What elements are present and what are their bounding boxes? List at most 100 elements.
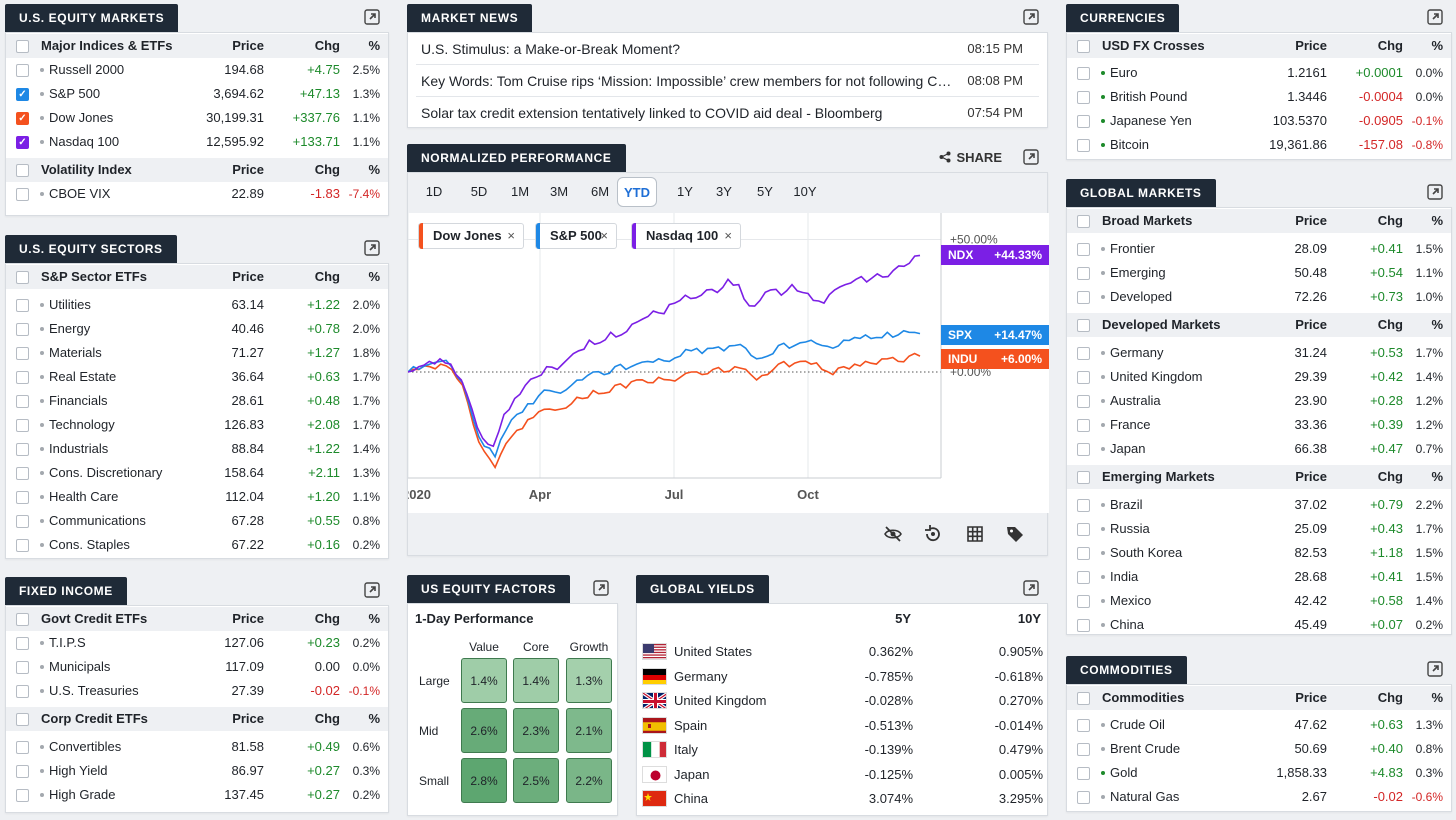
row-checkbox[interactable] xyxy=(1077,743,1090,756)
table-row[interactable]: ✓ S&P 500 3,694.62 +47.13 1.3% xyxy=(6,82,388,106)
table-row[interactable]: Euro 1.2161 +0.0001 0.0% xyxy=(1067,61,1451,85)
replay-icon[interactable] xyxy=(922,523,944,545)
row-checkbox[interactable] xyxy=(16,661,29,674)
table-row[interactable]: South Korea 82.53 +1.18 1.5% xyxy=(1067,541,1451,565)
row-checkbox[interactable] xyxy=(1077,395,1090,408)
news-headline[interactable]: Key Words: Tom Cruise rips ‘Mission: Imp… xyxy=(421,65,961,97)
range-button-10y[interactable]: 10Y xyxy=(787,177,823,207)
table-row[interactable]: Germany 31.24 +0.53 1.7% xyxy=(1067,341,1451,365)
yield-row[interactable]: China 3.074% 3.295% xyxy=(637,787,1047,811)
table-row[interactable]: ✓ Nasdaq 100 12,595.92 +133.71 1.1% xyxy=(6,130,388,154)
share-button[interactable]: SHARE xyxy=(939,150,1002,166)
range-button-6m[interactable]: 6M xyxy=(582,177,618,207)
row-checkbox[interactable] xyxy=(1077,67,1090,80)
row-checkbox[interactable] xyxy=(16,685,29,698)
select-all-checkbox[interactable] xyxy=(1077,40,1090,53)
news-item[interactable]: Solar tax credit extension tentatively l… xyxy=(416,97,1039,129)
table-row[interactable]: Crude Oil 47.62 +0.63 1.3% xyxy=(1067,713,1451,737)
table-row[interactable]: Brazil 37.02 +0.79 2.2% xyxy=(1067,493,1451,517)
row-checkbox[interactable] xyxy=(16,491,29,504)
row-checkbox[interactable] xyxy=(1077,347,1090,360)
expand-icon[interactable] xyxy=(363,239,381,257)
table-row[interactable]: Financials 28.61 +0.48 1.7% xyxy=(6,389,388,413)
row-checkbox[interactable] xyxy=(16,347,29,360)
row-checkbox[interactable] xyxy=(16,741,29,754)
table-row[interactable]: Cons. Staples 67.22 +0.16 0.2% xyxy=(6,533,388,557)
row-checkbox[interactable] xyxy=(1077,443,1090,456)
select-all-checkbox[interactable] xyxy=(1077,319,1090,332)
row-checkbox[interactable] xyxy=(1077,791,1090,804)
table-row[interactable]: Mexico 42.42 +0.58 1.4% xyxy=(1067,589,1451,613)
select-all-checkbox[interactable] xyxy=(16,164,29,177)
expand-icon[interactable] xyxy=(1426,183,1444,201)
range-button-1d[interactable]: 1D xyxy=(416,177,452,207)
factor-cell[interactable]: 2.8% xyxy=(461,758,507,803)
expand-icon[interactable] xyxy=(592,579,610,597)
table-row[interactable]: Brent Crude 50.69 +0.40 0.8% xyxy=(1067,737,1451,761)
table-row[interactable]: Russell 2000 194.68 +4.75 2.5% xyxy=(6,58,388,82)
factor-cell[interactable]: 2.5% xyxy=(513,758,559,803)
row-checkbox[interactable]: ✓ xyxy=(16,112,29,125)
row-checkbox[interactable]: ✓ xyxy=(16,88,29,101)
table-row[interactable]: United Kingdom 29.39 +0.42 1.4% xyxy=(1067,365,1451,389)
table-row[interactable]: Russia 25.09 +0.43 1.7% xyxy=(1067,517,1451,541)
range-button-5d[interactable]: 5D xyxy=(461,177,497,207)
table-row[interactable]: Developed 72.26 +0.73 1.0% xyxy=(1067,285,1451,309)
table-row[interactable]: CBOE VIX 22.89 -1.83 -7.4% xyxy=(6,182,388,206)
row-checkbox[interactable] xyxy=(16,64,29,77)
row-checkbox[interactable] xyxy=(1077,499,1090,512)
table-row[interactable]: Bitcoin 19,361.86 -157.08 -0.8% xyxy=(1067,133,1451,157)
table-row[interactable]: U.S. Treasuries 27.39 -0.02 -0.1% xyxy=(6,679,388,703)
factor-cell[interactable]: 1.3% xyxy=(566,658,612,703)
table-row[interactable]: Materials 71.27 +1.27 1.8% xyxy=(6,341,388,365)
row-checkbox[interactable] xyxy=(16,323,29,336)
row-checkbox[interactable] xyxy=(1077,619,1090,632)
select-all-checkbox[interactable] xyxy=(1077,215,1090,228)
row-checkbox[interactable] xyxy=(1077,267,1090,280)
table-row[interactable]: Japan 66.38 +0.47 0.7% xyxy=(1067,437,1451,461)
table-row[interactable]: Technology 126.83 +2.08 1.7% xyxy=(6,413,388,437)
row-checkbox[interactable] xyxy=(16,188,29,201)
table-row[interactable]: Emerging 50.48 +0.54 1.1% xyxy=(1067,261,1451,285)
row-checkbox[interactable] xyxy=(16,395,29,408)
range-button-1m[interactable]: 1M xyxy=(502,177,538,207)
yield-row[interactable]: Spain -0.513% -0.014% xyxy=(637,714,1047,738)
row-checkbox[interactable] xyxy=(1077,291,1090,304)
table-row[interactable]: Frontier 28.09 +0.41 1.5% xyxy=(1067,237,1451,261)
row-checkbox[interactable] xyxy=(16,443,29,456)
table-row[interactable]: France 33.36 +0.39 1.2% xyxy=(1067,413,1451,437)
table-row[interactable]: Energy 40.46 +0.78 2.0% xyxy=(6,317,388,341)
table-row[interactable]: India 28.68 +0.41 1.5% xyxy=(1067,565,1451,589)
range-button-1y[interactable]: 1Y xyxy=(667,177,703,207)
row-checkbox[interactable] xyxy=(1077,595,1090,608)
expand-icon[interactable] xyxy=(1426,660,1444,678)
yield-row[interactable]: Italy -0.139% 0.479% xyxy=(637,738,1047,762)
factor-cell[interactable]: 2.6% xyxy=(461,708,507,753)
table-row[interactable]: British Pound 1.3446 -0.0004 0.0% xyxy=(1067,85,1451,109)
factor-cell[interactable]: 2.3% xyxy=(513,708,559,753)
factor-cell[interactable]: 1.4% xyxy=(513,658,559,703)
expand-icon[interactable] xyxy=(1426,8,1444,26)
table-row[interactable]: China 45.49 +0.07 0.2% xyxy=(1067,613,1451,637)
row-checkbox[interactable] xyxy=(16,419,29,432)
row-checkbox[interactable] xyxy=(1077,571,1090,584)
row-checkbox[interactable] xyxy=(1077,767,1090,780)
select-all-checkbox[interactable] xyxy=(1077,471,1090,484)
hide-icon[interactable] xyxy=(882,523,904,545)
table-row[interactable]: Japanese Yen 103.5370 -0.0905 -0.1% xyxy=(1067,109,1451,133)
row-checkbox[interactable] xyxy=(16,789,29,802)
row-checkbox[interactable] xyxy=(16,637,29,650)
news-headline[interactable]: Solar tax credit extension tentatively l… xyxy=(421,97,961,129)
row-checkbox[interactable] xyxy=(16,371,29,384)
row-checkbox[interactable] xyxy=(16,515,29,528)
yield-row[interactable]: United Kingdom -0.028% 0.270% xyxy=(637,689,1047,713)
yield-row[interactable]: United States 0.362% 0.905% xyxy=(637,640,1047,664)
row-checkbox[interactable] xyxy=(1077,139,1090,152)
select-all-checkbox[interactable] xyxy=(16,613,29,626)
tags-icon[interactable] xyxy=(1004,523,1026,545)
table-row[interactable]: Convertibles 81.58 +0.49 0.6% xyxy=(6,735,388,759)
row-checkbox[interactable] xyxy=(16,467,29,480)
row-checkbox[interactable] xyxy=(16,539,29,552)
table-row[interactable]: Communications 67.28 +0.55 0.8% xyxy=(6,509,388,533)
row-checkbox[interactable] xyxy=(1077,91,1090,104)
